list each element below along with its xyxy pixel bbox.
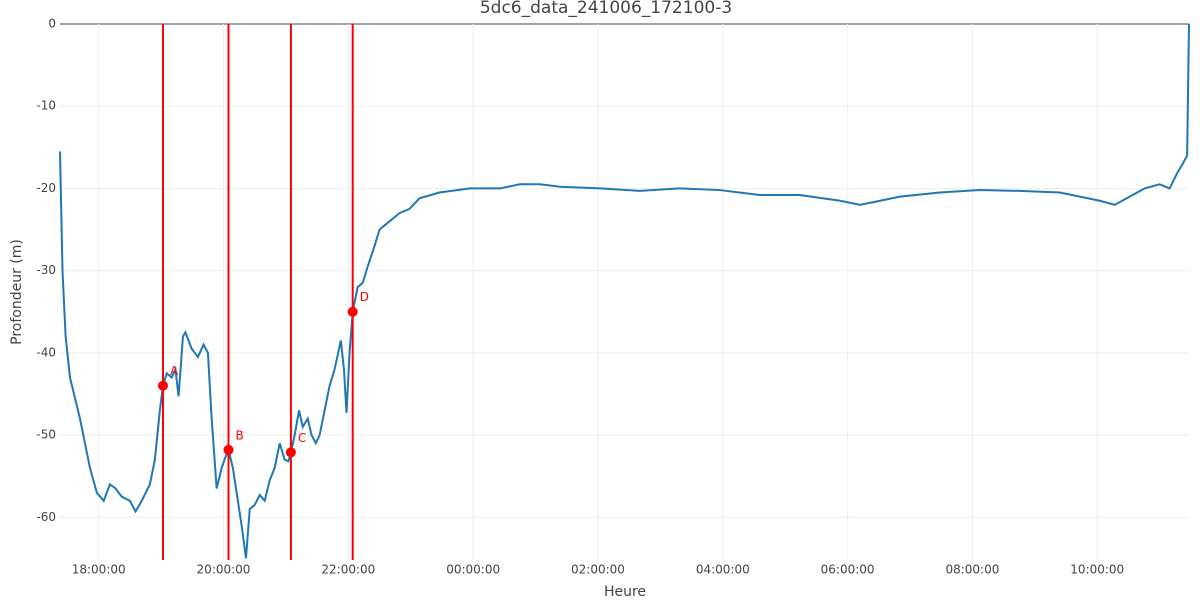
chart-title: 5dc6_data_241006_172100-3: [480, 0, 732, 18]
x-tick-label: 20:00:00: [197, 563, 251, 577]
event-point: [347, 306, 358, 317]
y-tick-label: -40: [36, 345, 56, 359]
line-series: [59, 23, 1190, 559]
event-label: B: [236, 428, 244, 442]
x-tick-label: 18:00:00: [72, 563, 126, 577]
event-point: [157, 380, 168, 391]
x-tick-label: 02:00:00: [571, 563, 625, 577]
event-label: A: [170, 364, 179, 378]
event-label: D: [360, 290, 369, 304]
y-tick-label: -10: [36, 99, 56, 113]
x-tick-label: 10:00:00: [1070, 563, 1124, 577]
event-point: [285, 447, 296, 458]
x-axis-label: Heure: [604, 584, 646, 600]
y-tick-label: 0: [48, 17, 56, 31]
y-axis-label: Profondeur (m): [9, 239, 25, 345]
x-tick-label: 06:00:00: [821, 563, 875, 577]
y-tick-label: -20: [36, 181, 56, 195]
event-label: C: [298, 431, 306, 445]
x-tick-label: 22:00:00: [321, 563, 375, 577]
y-tick-label: -60: [36, 510, 56, 524]
x-tick-label: 00:00:00: [446, 563, 500, 577]
x-tick-label: 08:00:00: [945, 563, 999, 577]
x-tick-label: 04:00:00: [696, 563, 750, 577]
event-point: [223, 444, 234, 455]
y-tick-label: -30: [36, 263, 56, 277]
y-tick-label: -50: [36, 428, 56, 442]
